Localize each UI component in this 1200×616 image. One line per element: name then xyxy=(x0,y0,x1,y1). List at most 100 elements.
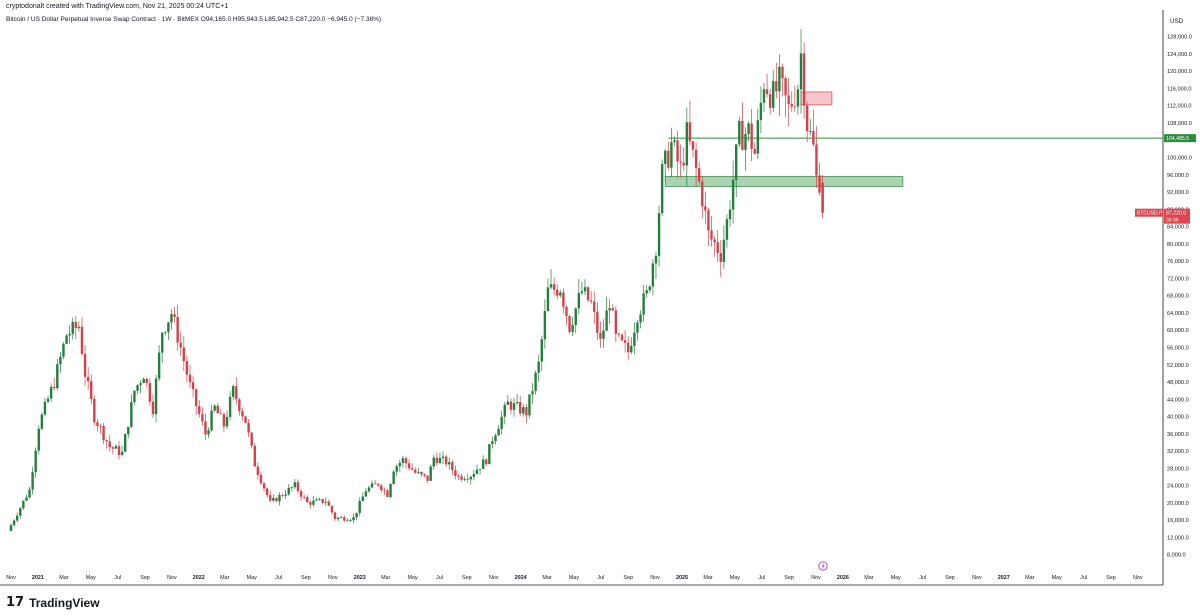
candle-body xyxy=(194,389,198,407)
candle-body xyxy=(333,512,337,519)
price-tick-label: 120,000.0 xyxy=(1167,69,1192,75)
candle-body xyxy=(269,495,272,501)
candle-body xyxy=(562,292,565,307)
candle-body xyxy=(426,475,429,481)
candle-body xyxy=(738,120,741,145)
candle-body xyxy=(114,446,118,449)
candle-body xyxy=(589,300,593,302)
candle-body xyxy=(472,473,476,477)
candle-body xyxy=(182,347,186,362)
candle-body xyxy=(793,106,797,108)
time-tick-label: Mar xyxy=(542,575,551,581)
candle-body xyxy=(315,499,318,501)
candle-body xyxy=(753,148,756,154)
candle-body xyxy=(645,290,648,294)
price-tick-label: 72,000.0 xyxy=(1167,276,1189,282)
created-by-line: cryptodonalt created with TradingView.co… xyxy=(6,3,229,10)
candle-body xyxy=(9,525,13,531)
candle-body xyxy=(506,401,510,405)
price-tick-label: 124,000.0 xyxy=(1167,52,1192,58)
candle-body xyxy=(318,499,321,500)
candle-body xyxy=(62,343,65,357)
price-tick-label: 96,000.0 xyxy=(1167,173,1189,179)
candle-body xyxy=(327,501,331,506)
candle-body xyxy=(25,497,28,501)
price-tick-label: 48,000.0 xyxy=(1167,380,1189,386)
candle-body xyxy=(102,425,105,441)
candle-body xyxy=(170,314,173,323)
candle-body xyxy=(380,485,383,491)
candle-body xyxy=(34,450,37,473)
candle-body xyxy=(111,447,115,449)
candle-body xyxy=(361,496,365,502)
candle-body xyxy=(136,385,139,391)
tradingview-logo-text: TradingView xyxy=(29,595,100,610)
time-tick-label: Sep xyxy=(784,575,794,581)
candle-body xyxy=(441,456,445,458)
candle-body xyxy=(444,456,448,465)
tradingview-logo[interactable]: 17 TradingView xyxy=(6,595,100,610)
candle-body xyxy=(324,501,327,503)
candle-body xyxy=(608,308,611,311)
candle-body xyxy=(704,206,707,211)
candle-body xyxy=(491,441,494,445)
time-tick-label: May xyxy=(891,575,901,581)
candle-body xyxy=(142,378,145,384)
candle-body xyxy=(787,95,790,105)
candle-body xyxy=(293,482,297,488)
candle-body xyxy=(633,332,636,346)
price-tick-label: 60,000.0 xyxy=(1167,328,1189,334)
candle-body xyxy=(682,162,685,166)
candle-body xyxy=(93,398,96,423)
lightning-icon-bolt xyxy=(821,562,825,570)
candle-body xyxy=(164,332,167,333)
candle-body xyxy=(660,163,664,214)
lightning-icon[interactable] xyxy=(818,561,828,571)
candle-body xyxy=(673,140,676,143)
time-tick-label: 2025 xyxy=(676,575,688,581)
candle-body xyxy=(620,334,624,341)
candle-body xyxy=(469,476,473,480)
time-tick-label: May xyxy=(569,575,579,581)
candle-body xyxy=(778,66,781,92)
price-tick-label: 16,000.0 xyxy=(1167,518,1189,524)
candle-body xyxy=(188,374,192,383)
candles-group xyxy=(9,29,821,532)
candle-body xyxy=(68,333,71,336)
price-tick-label: 52,000.0 xyxy=(1167,363,1189,369)
candle-body xyxy=(648,286,651,291)
candle-body xyxy=(198,406,201,415)
price-tick-label: 32,000.0 xyxy=(1167,449,1189,455)
candle-body xyxy=(642,293,645,315)
candle-body xyxy=(306,497,309,503)
candle-body xyxy=(383,490,386,492)
candle-body xyxy=(552,284,556,290)
candle-body xyxy=(497,429,500,436)
candle-body xyxy=(713,239,716,243)
candle-body xyxy=(19,508,22,516)
price-tick-label: 80,000.0 xyxy=(1167,242,1189,248)
candle-body xyxy=(543,311,547,340)
candle-body xyxy=(448,462,451,465)
candle-body xyxy=(259,474,263,484)
price-tick-label: 100,000.0 xyxy=(1167,156,1192,162)
time-tick-label: Mar xyxy=(864,575,873,581)
candle-body xyxy=(626,342,630,353)
candle-body xyxy=(262,483,266,489)
time-tick-label: Mar xyxy=(59,575,68,581)
candle-body xyxy=(549,284,553,288)
candle-body xyxy=(586,287,590,301)
symbol-ohlc-line: Bitcoin / US Dollar Perpetual Inverse Sw… xyxy=(6,16,382,23)
price-tick-label: 108,000.0 xyxy=(1167,121,1192,127)
candle-body xyxy=(145,378,148,384)
candle-body xyxy=(139,383,142,386)
currency-label: USD xyxy=(1170,18,1184,25)
candle-body xyxy=(414,469,417,473)
candle-body xyxy=(151,401,155,415)
candle-body xyxy=(574,308,577,325)
candle-body xyxy=(636,322,639,333)
candle-body xyxy=(599,332,602,339)
candle-body xyxy=(330,505,334,513)
time-tick-label: Sep xyxy=(945,575,955,581)
